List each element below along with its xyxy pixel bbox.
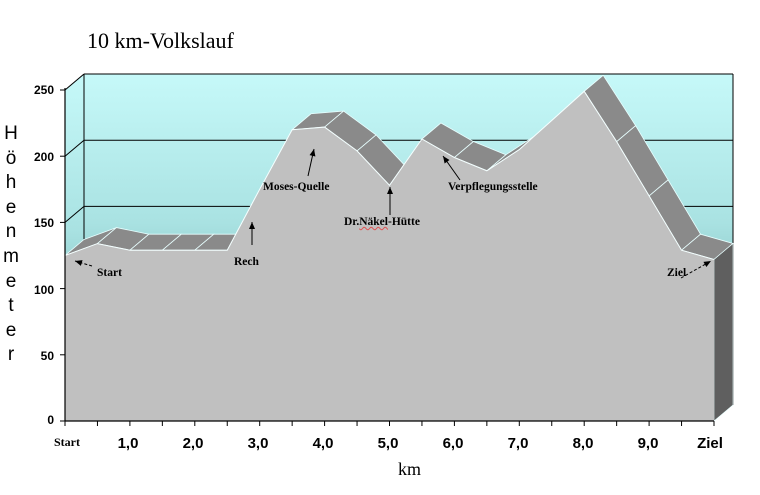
annotation-dr-naekel-huette: Dr.Näkel-Hütte [344, 216, 420, 228]
x-tick-label: 8,0 [572, 435, 594, 452]
x-tick-label: 4,0 [312, 435, 334, 452]
axes [60, 88, 715, 426]
y-axis-label-char: r [7, 344, 15, 366]
annotation-text: Näkel [359, 216, 388, 228]
y-axis-label-char: h [5, 172, 17, 194]
y-tick-label: 0 [47, 413, 54, 427]
x-axis-label: km [398, 459, 422, 479]
y-tick-label: 250 [33, 83, 54, 97]
annotation-text: -Hütte [387, 216, 420, 228]
x-tick-label: Start [54, 435, 80, 449]
x-tick-label: 9,0 [637, 435, 659, 452]
x-tick-label: 7,0 [507, 435, 529, 452]
x-tick-label: 6,0 [442, 435, 464, 452]
y-tick-label: 150 [33, 216, 54, 230]
x-tick-label: 1,0 [117, 435, 139, 452]
x-tick-label: 2,0 [182, 435, 204, 452]
annotation-text: Dr. [344, 216, 360, 228]
annotation-ziel: Ziel [667, 267, 687, 279]
y-tick-label: 200 [33, 150, 54, 164]
annotation-start: Start [97, 267, 122, 279]
y-tick-label: 50 [40, 349, 54, 363]
y-axis-label: H ö h e n m e t e r [2, 122, 20, 368]
y-axis-label-char: H [4, 123, 18, 144]
annotation-arrows [74, 148, 712, 279]
annotation-moses-quelle: Moses-Quelle [263, 181, 330, 193]
x-tick-label: 3,0 [247, 435, 269, 452]
y-tick-label: 100 [33, 283, 54, 297]
chart-title: 10 km-Volkslauf [87, 28, 234, 53]
annotation-rech: Rech [234, 256, 259, 268]
area-front-face [64, 90, 734, 422]
annotation-verpflegungsstelle: Verpflegungsstelle [448, 181, 538, 193]
y-axis-label-char: e [5, 196, 17, 218]
y-axis-label-char: n [5, 221, 17, 243]
y-axis-label-char: e [5, 319, 17, 341]
x-tick-label: Ziel [697, 435, 723, 452]
y-axis-label-char: m [3, 245, 19, 267]
y-axis-label-char: t [8, 295, 14, 317]
y-axis-label-char: ö [5, 147, 17, 169]
y-axis-label-char: e [5, 270, 17, 292]
x-tick-label: 5,0 [377, 435, 399, 452]
